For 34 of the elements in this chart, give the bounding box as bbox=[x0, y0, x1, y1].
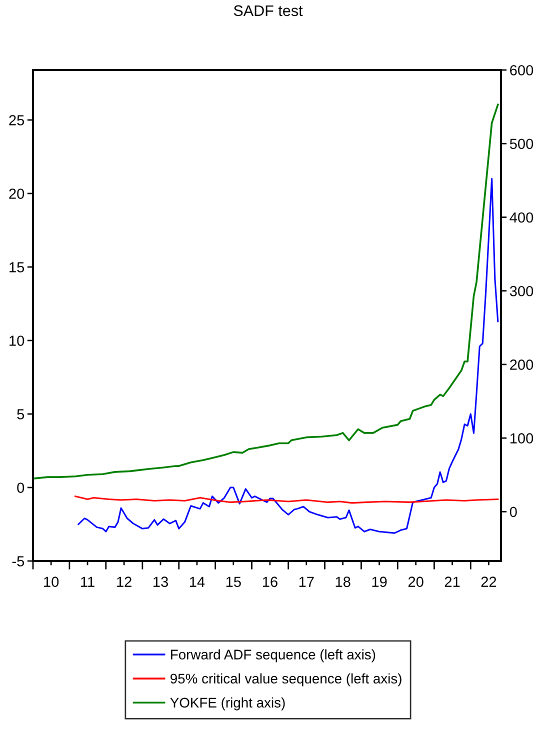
x-tick-label: 15 bbox=[226, 576, 241, 587]
x-tick-label: 19 bbox=[372, 576, 387, 587]
y-tick-label: 10 bbox=[10, 336, 24, 346]
line-series bbox=[33, 104, 499, 480]
legend-label: 95% critical value sequence (left axis) bbox=[170, 673, 402, 686]
line-series bbox=[74, 496, 499, 504]
x-tick-label: 22 bbox=[481, 576, 496, 587]
y-tick-label: 5 bbox=[17, 409, 24, 420]
chart-title: SADF test bbox=[234, 5, 303, 16]
y-tick-label: 15 bbox=[10, 262, 24, 272]
y2-tick-label: 300 bbox=[510, 286, 534, 296]
y2-tick-label: 400 bbox=[510, 212, 534, 223]
legend-label: YOKFE (right axis) bbox=[170, 697, 285, 710]
x-tick-label: 14 bbox=[190, 576, 205, 587]
y2-tick-label: 200 bbox=[510, 360, 534, 370]
x-tick-label: 10 bbox=[44, 576, 59, 587]
x-tick-label: 11 bbox=[81, 576, 94, 587]
legend-label: Forward ADF sequence (left axis) bbox=[171, 649, 376, 662]
y-tick-label: 25 bbox=[9, 115, 24, 126]
y-tick-label: 0 bbox=[17, 482, 24, 493]
y-tick-label: -5 bbox=[12, 556, 24, 566]
y2-tick-label: 600 bbox=[510, 65, 534, 76]
x-tick-label: 12 bbox=[117, 576, 132, 587]
y2-tick-label: 0 bbox=[510, 506, 517, 518]
y2-tick-label: 100 bbox=[510, 433, 534, 444]
line-series bbox=[78, 178, 499, 534]
x-tick-label: 13 bbox=[154, 576, 168, 587]
x-tick-label: 20 bbox=[408, 576, 424, 587]
x-tick-label: 16 bbox=[262, 576, 278, 587]
x-tick-label: 17 bbox=[299, 576, 314, 587]
x-tick-label: 18 bbox=[336, 576, 350, 587]
x-tick-label: 21 bbox=[444, 576, 460, 587]
y2-tick-label: 500 bbox=[510, 138, 534, 150]
y-tick-label: 20 bbox=[9, 188, 24, 199]
